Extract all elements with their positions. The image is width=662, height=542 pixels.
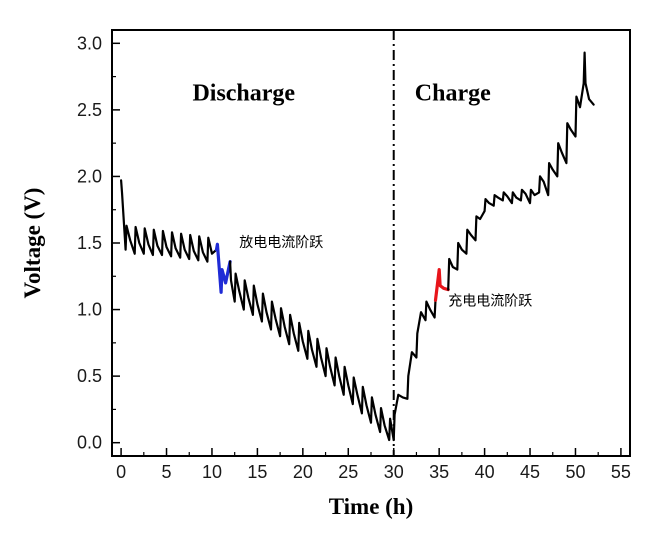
- axis-ticks: [112, 42, 622, 456]
- region-label-discharge: Discharge: [192, 81, 295, 107]
- x-tick-label: 0: [116, 462, 126, 482]
- x-tick-label: 35: [429, 462, 449, 482]
- y-tick-label: 2.5: [77, 100, 102, 120]
- y-tick-label: 1.5: [77, 233, 102, 253]
- x-tick-label: 20: [293, 462, 313, 482]
- series-line-discharge-current-step: [214, 242, 232, 294]
- region-label-charge: Charge: [415, 81, 491, 107]
- x-tick-label: 55: [611, 462, 631, 482]
- x-tick-label: 5: [162, 462, 172, 482]
- annotation-discharge-step: 放电电流阶跃: [239, 235, 323, 251]
- y-tick-label: 3.0: [77, 33, 102, 53]
- series-line-charge-continued-: [447, 51, 595, 291]
- series-group: [119, 51, 595, 442]
- series-line-discharge: [119, 179, 218, 263]
- y-tick-label: 0.0: [77, 433, 102, 453]
- axis-tick-labels: 0 5 10 15 20 25 30 35 40 45 50 55 0.0 0.5 1.0 1.5 2.0 2.5…: [77, 33, 631, 482]
- x-tick-label: 40: [475, 462, 495, 482]
- y-tick-label: 2.0: [77, 166, 102, 186]
- x-tick-label: 50: [565, 462, 585, 482]
- x-tick-label: 15: [247, 462, 267, 482]
- y-tick-label: 0.5: [77, 366, 102, 386]
- y-axis-title: Voltage (V): [20, 188, 45, 299]
- x-tick-label: 25: [338, 462, 358, 482]
- x-tick-label: 45: [520, 462, 540, 482]
- series-line-charge: [392, 299, 437, 442]
- x-tick-label: 10: [202, 462, 222, 482]
- series-line-charge-current-step: [433, 268, 450, 302]
- x-tick-label: 30: [384, 462, 404, 482]
- y-tick-label: 1.0: [77, 300, 102, 320]
- x-axis-title: Time (h): [329, 494, 414, 519]
- annotation-charge-step: 充电电流阶跃: [448, 294, 532, 310]
- series-line-discharge-continued-: [229, 260, 395, 442]
